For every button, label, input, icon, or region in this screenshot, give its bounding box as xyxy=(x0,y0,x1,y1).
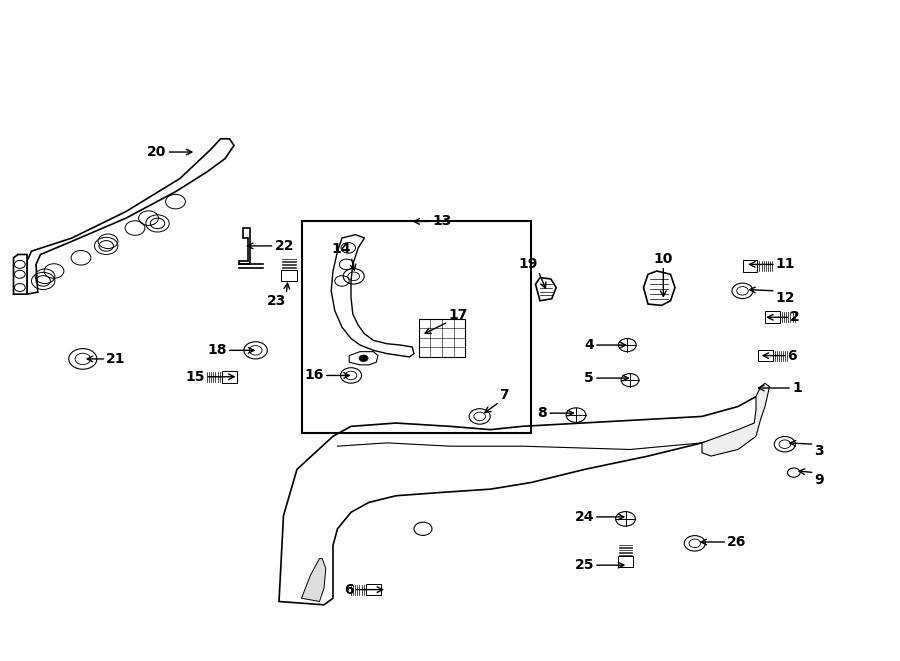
Text: 22: 22 xyxy=(274,239,294,253)
Text: 11: 11 xyxy=(776,257,796,272)
Text: 19: 19 xyxy=(518,257,538,271)
Circle shape xyxy=(359,355,368,362)
Text: 17: 17 xyxy=(448,308,468,322)
Text: 7: 7 xyxy=(500,388,509,402)
PathPatch shape xyxy=(644,271,675,305)
Text: 4: 4 xyxy=(584,338,594,352)
Text: 13: 13 xyxy=(432,214,452,229)
Text: 23: 23 xyxy=(266,294,286,308)
Bar xyxy=(302,221,531,433)
Text: 15: 15 xyxy=(185,369,205,384)
PathPatch shape xyxy=(279,397,760,605)
Text: 24: 24 xyxy=(574,510,594,524)
Text: 1: 1 xyxy=(792,381,802,395)
PathPatch shape xyxy=(302,559,326,602)
Text: 12: 12 xyxy=(776,291,796,305)
Text: 6: 6 xyxy=(344,582,354,597)
Text: 8: 8 xyxy=(537,406,547,420)
PathPatch shape xyxy=(14,254,27,294)
Text: 5: 5 xyxy=(584,371,594,385)
Text: 9: 9 xyxy=(814,473,824,486)
Text: 16: 16 xyxy=(304,368,324,383)
Text: 14: 14 xyxy=(331,243,351,256)
Text: 25: 25 xyxy=(574,558,594,572)
Text: 20: 20 xyxy=(147,145,166,159)
PathPatch shape xyxy=(349,352,378,365)
Text: 26: 26 xyxy=(727,535,747,549)
Bar xyxy=(418,319,465,357)
Text: 6: 6 xyxy=(788,348,797,363)
Text: 3: 3 xyxy=(814,444,824,458)
PathPatch shape xyxy=(702,383,770,456)
Text: 18: 18 xyxy=(207,343,227,358)
Text: 10: 10 xyxy=(653,252,673,266)
PathPatch shape xyxy=(239,228,250,264)
PathPatch shape xyxy=(536,278,556,301)
PathPatch shape xyxy=(331,235,414,357)
Text: 2: 2 xyxy=(790,310,800,325)
Text: 21: 21 xyxy=(106,352,126,366)
PathPatch shape xyxy=(27,139,234,294)
